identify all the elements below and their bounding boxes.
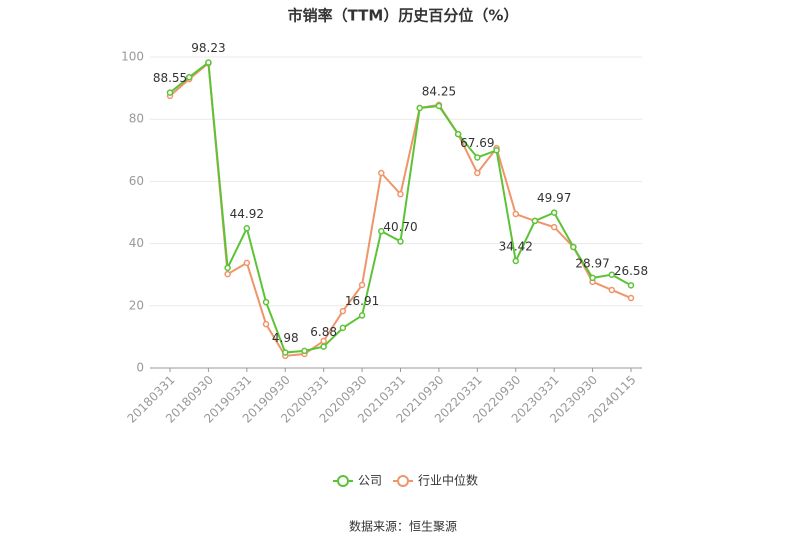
point	[243, 259, 251, 267]
point	[397, 238, 404, 245]
point	[531, 217, 539, 225]
point	[627, 294, 635, 302]
point	[282, 349, 289, 356]
data-label: 44.92	[230, 207, 264, 221]
point	[205, 59, 212, 66]
point	[358, 281, 366, 289]
point	[454, 130, 462, 138]
point	[185, 73, 193, 81]
point	[435, 102, 443, 110]
legend-label: 行业中位数	[418, 473, 478, 488]
data-label: 40.70	[383, 220, 417, 234]
point	[320, 343, 327, 350]
point	[397, 190, 404, 198]
point	[166, 89, 174, 96]
point	[320, 337, 327, 345]
point	[474, 154, 481, 161]
data-label: 88.55	[153, 71, 187, 85]
y-tick-label: 0	[136, 361, 144, 375]
point	[378, 227, 385, 235]
point	[358, 312, 366, 319]
y-tick-label: 40	[129, 236, 144, 250]
point	[339, 307, 347, 315]
point	[627, 282, 635, 289]
legend-marker	[337, 475, 349, 487]
point	[224, 264, 231, 272]
legend-label: 公司	[358, 474, 382, 488]
point	[550, 209, 558, 216]
point	[608, 286, 616, 294]
point	[512, 257, 519, 265]
y-tick-label: 60	[129, 174, 144, 188]
point	[512, 210, 519, 218]
y-tick-label: 20	[129, 298, 144, 312]
point	[339, 324, 347, 332]
point	[493, 147, 500, 154]
point	[589, 274, 596, 282]
data-label: 6.88	[310, 325, 337, 339]
data-label: 98.23	[191, 41, 225, 55]
legend-marker	[397, 475, 409, 487]
y-tick-label: 80	[129, 112, 144, 126]
point	[243, 225, 251, 232]
data-label: 67.69	[460, 136, 494, 150]
point	[474, 169, 481, 177]
y-tick-label: 100	[121, 50, 144, 64]
data-label: 34.42	[499, 239, 533, 253]
point	[224, 270, 231, 278]
data-label: 4.98	[272, 331, 299, 345]
point	[262, 320, 270, 328]
chart-title: 市销率（TTM）历史百分位（%）	[288, 7, 519, 25]
data-label: 28.97	[575, 256, 609, 270]
data-label: 49.97	[537, 191, 571, 205]
point	[570, 243, 577, 251]
point	[608, 271, 616, 278]
point	[301, 347, 308, 355]
point	[550, 223, 558, 231]
data-label: 26.58	[614, 264, 648, 278]
data-label: 16.91	[345, 294, 379, 308]
point	[378, 169, 385, 177]
point	[416, 104, 423, 112]
point	[262, 298, 270, 306]
source: 数据来源：恒生聚源	[349, 519, 457, 534]
data-label: 84.25	[422, 84, 456, 98]
